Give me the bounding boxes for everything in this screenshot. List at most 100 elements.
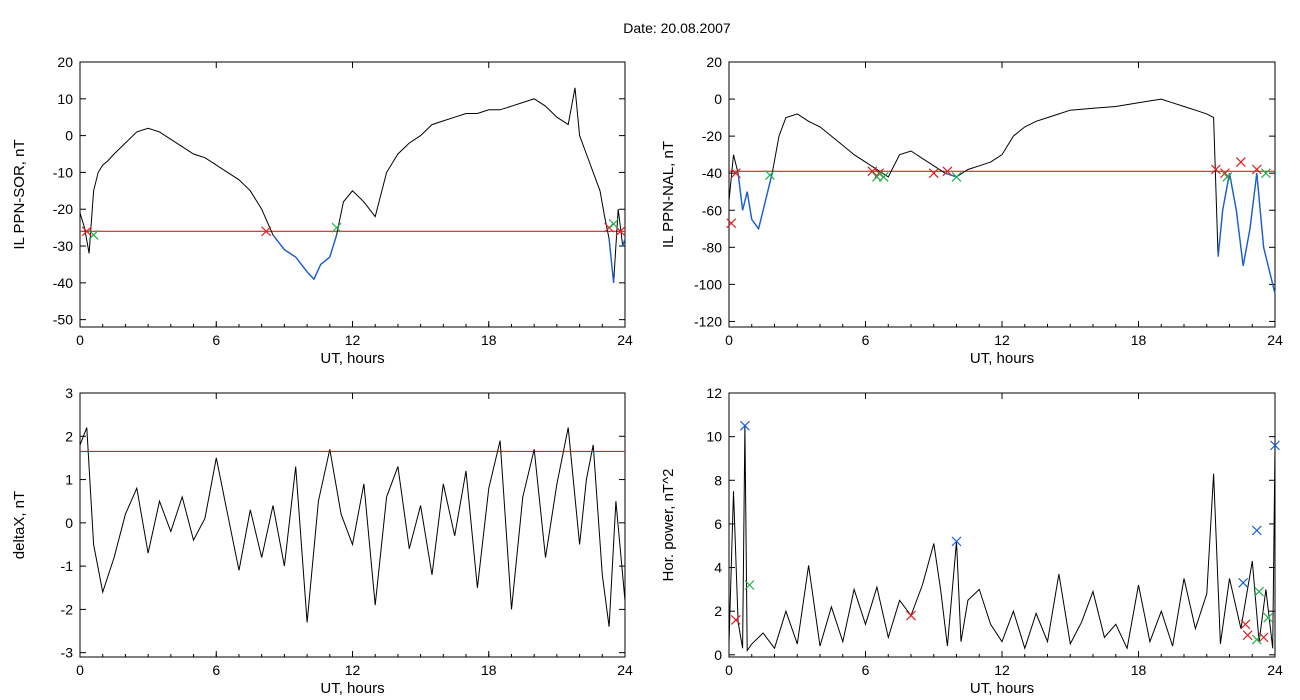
x-tick-label: 0 [76, 332, 84, 348]
y-tick-label: -60 [702, 202, 722, 218]
marker-green [1254, 586, 1264, 597]
x-tick-label: 24 [1267, 332, 1283, 348]
marker-green [1263, 612, 1274, 623]
plot-2: 0 6 12 18 24 20 0 -20 -40 -60 -80 -100 -120 UT, hours… [660, 54, 1283, 367]
x-axis-label: UT, hours [320, 350, 384, 367]
marker-red [730, 614, 741, 625]
marker-red [1210, 164, 1221, 175]
y-tick-label: -100 [694, 276, 722, 292]
x-axis-label: UT, hours [970, 350, 1034, 367]
x-tick-label: 6 [862, 332, 870, 348]
below-threshold-segment [1235, 210, 1244, 266]
y-tick-label: 2 [65, 428, 73, 444]
y-tick-label: -40 [702, 165, 722, 181]
y-tick-label: 0 [714, 91, 722, 107]
plot-3: 0 6 12 18 24 3 2 1 0 -1 -2 -3 UT, hours deltaX, nT [11, 385, 633, 697]
y-tick-label: 4 [714, 560, 722, 576]
marker-red [1242, 630, 1253, 641]
y-tick-label: -40 [53, 275, 73, 291]
below-threshold-segment [741, 191, 748, 211]
x-tick-label: 6 [212, 662, 220, 678]
series-line [79, 87, 626, 283]
y-tick-label: -20 [702, 128, 722, 144]
marker-red [730, 168, 741, 179]
marker-green [1222, 171, 1233, 182]
marker-green [88, 230, 99, 240]
y-tick-label: 0 [65, 515, 73, 531]
x-axis-label: UT, hours [320, 680, 384, 697]
y-tick-label: 0 [65, 128, 73, 144]
y-tick-label: 8 [714, 472, 722, 488]
below-threshold-segment [329, 234, 338, 258]
below-threshold-segment [737, 173, 744, 211]
y-tick-label: 20 [57, 54, 73, 70]
x-tick-label: 18 [481, 332, 497, 348]
below-threshold-segment [1249, 173, 1258, 229]
y-tick-label: -30 [53, 238, 73, 254]
marker-red [726, 218, 737, 229]
y-tick-label: 1 [65, 472, 73, 488]
plot-1: 0 6 12 18 24 20 10 0 -10 -20 -30 -40 -50 UT, hours IL … [11, 54, 633, 367]
y-tick-label: 6 [714, 516, 722, 532]
below-threshold-segment [1221, 173, 1231, 211]
y-axis-label: Hor. power, nT^2 [660, 469, 677, 582]
y-tick-label: -80 [702, 239, 722, 255]
y-tick-label: -20 [53, 201, 73, 217]
below-threshold-segment [1242, 228, 1251, 266]
marker-green [1260, 168, 1271, 179]
below-threshold-segment [1269, 274, 1276, 294]
below-threshold-segment [1228, 173, 1238, 211]
marker-red [1235, 157, 1246, 167]
marker-green [331, 222, 342, 233]
below-threshold-segment [320, 256, 331, 265]
x-tick-label: 12 [345, 332, 361, 348]
x-tick-label: 0 [725, 332, 733, 348]
x-tick-label: 24 [617, 332, 633, 348]
marker-blue [1238, 577, 1249, 588]
marker-green [1251, 634, 1262, 645]
marker-blue [951, 536, 962, 547]
y-tick-label: 2 [714, 603, 722, 619]
below-threshold-segment [1262, 247, 1272, 276]
below-threshold-segment [272, 234, 285, 251]
below-threshold-segment [764, 173, 773, 202]
x-tick-label: 24 [1267, 662, 1283, 678]
x-axis-label: UT, hours [970, 680, 1034, 697]
y-tick-label: -50 [53, 312, 73, 328]
x-tick-label: 0 [76, 662, 84, 678]
series-line [728, 98, 1276, 294]
y-tick-label: -10 [53, 164, 73, 180]
below-threshold-segment [622, 238, 626, 247]
x-tick-label: 6 [212, 332, 220, 348]
marker-red [906, 610, 916, 621]
y-tick-label: 10 [706, 429, 722, 445]
y-axis-label: deltaX, nT [11, 491, 28, 559]
y-tick-label: -2 [61, 601, 74, 617]
x-tick-label: 12 [994, 332, 1010, 348]
marker-red [261, 226, 272, 237]
below-threshold-segment [295, 256, 308, 273]
marker-blue [740, 420, 750, 431]
marker-green [744, 580, 755, 590]
x-tick-label: 18 [1131, 332, 1147, 348]
y-tick-label: 12 [706, 385, 722, 401]
y-axis-label: IL PPN-SOR, nT [11, 139, 28, 249]
below-threshold-segment [751, 219, 760, 230]
y-tick-label: -3 [61, 645, 74, 661]
marker-blue [1270, 440, 1280, 451]
plot-4: 0 6 12 18 24 12 10 8 6 4 2 0 UT, hours Hor. power, nT… [660, 385, 1283, 697]
marker-green [951, 171, 962, 182]
y-axis-label: IL PPN-NAL, nT [660, 141, 677, 248]
below-threshold-segment [757, 200, 767, 229]
plot-frame [79, 61, 626, 328]
below-threshold-segment [313, 264, 322, 280]
marker-green [878, 171, 889, 182]
marker-red [1251, 164, 1262, 175]
y-tick-label: 10 [57, 91, 73, 107]
below-threshold-segment [1256, 173, 1265, 248]
plot-frame [79, 392, 626, 658]
y-tick-label: -120 [694, 313, 722, 329]
below-threshold-segment [746, 191, 753, 220]
series-line [79, 427, 626, 627]
